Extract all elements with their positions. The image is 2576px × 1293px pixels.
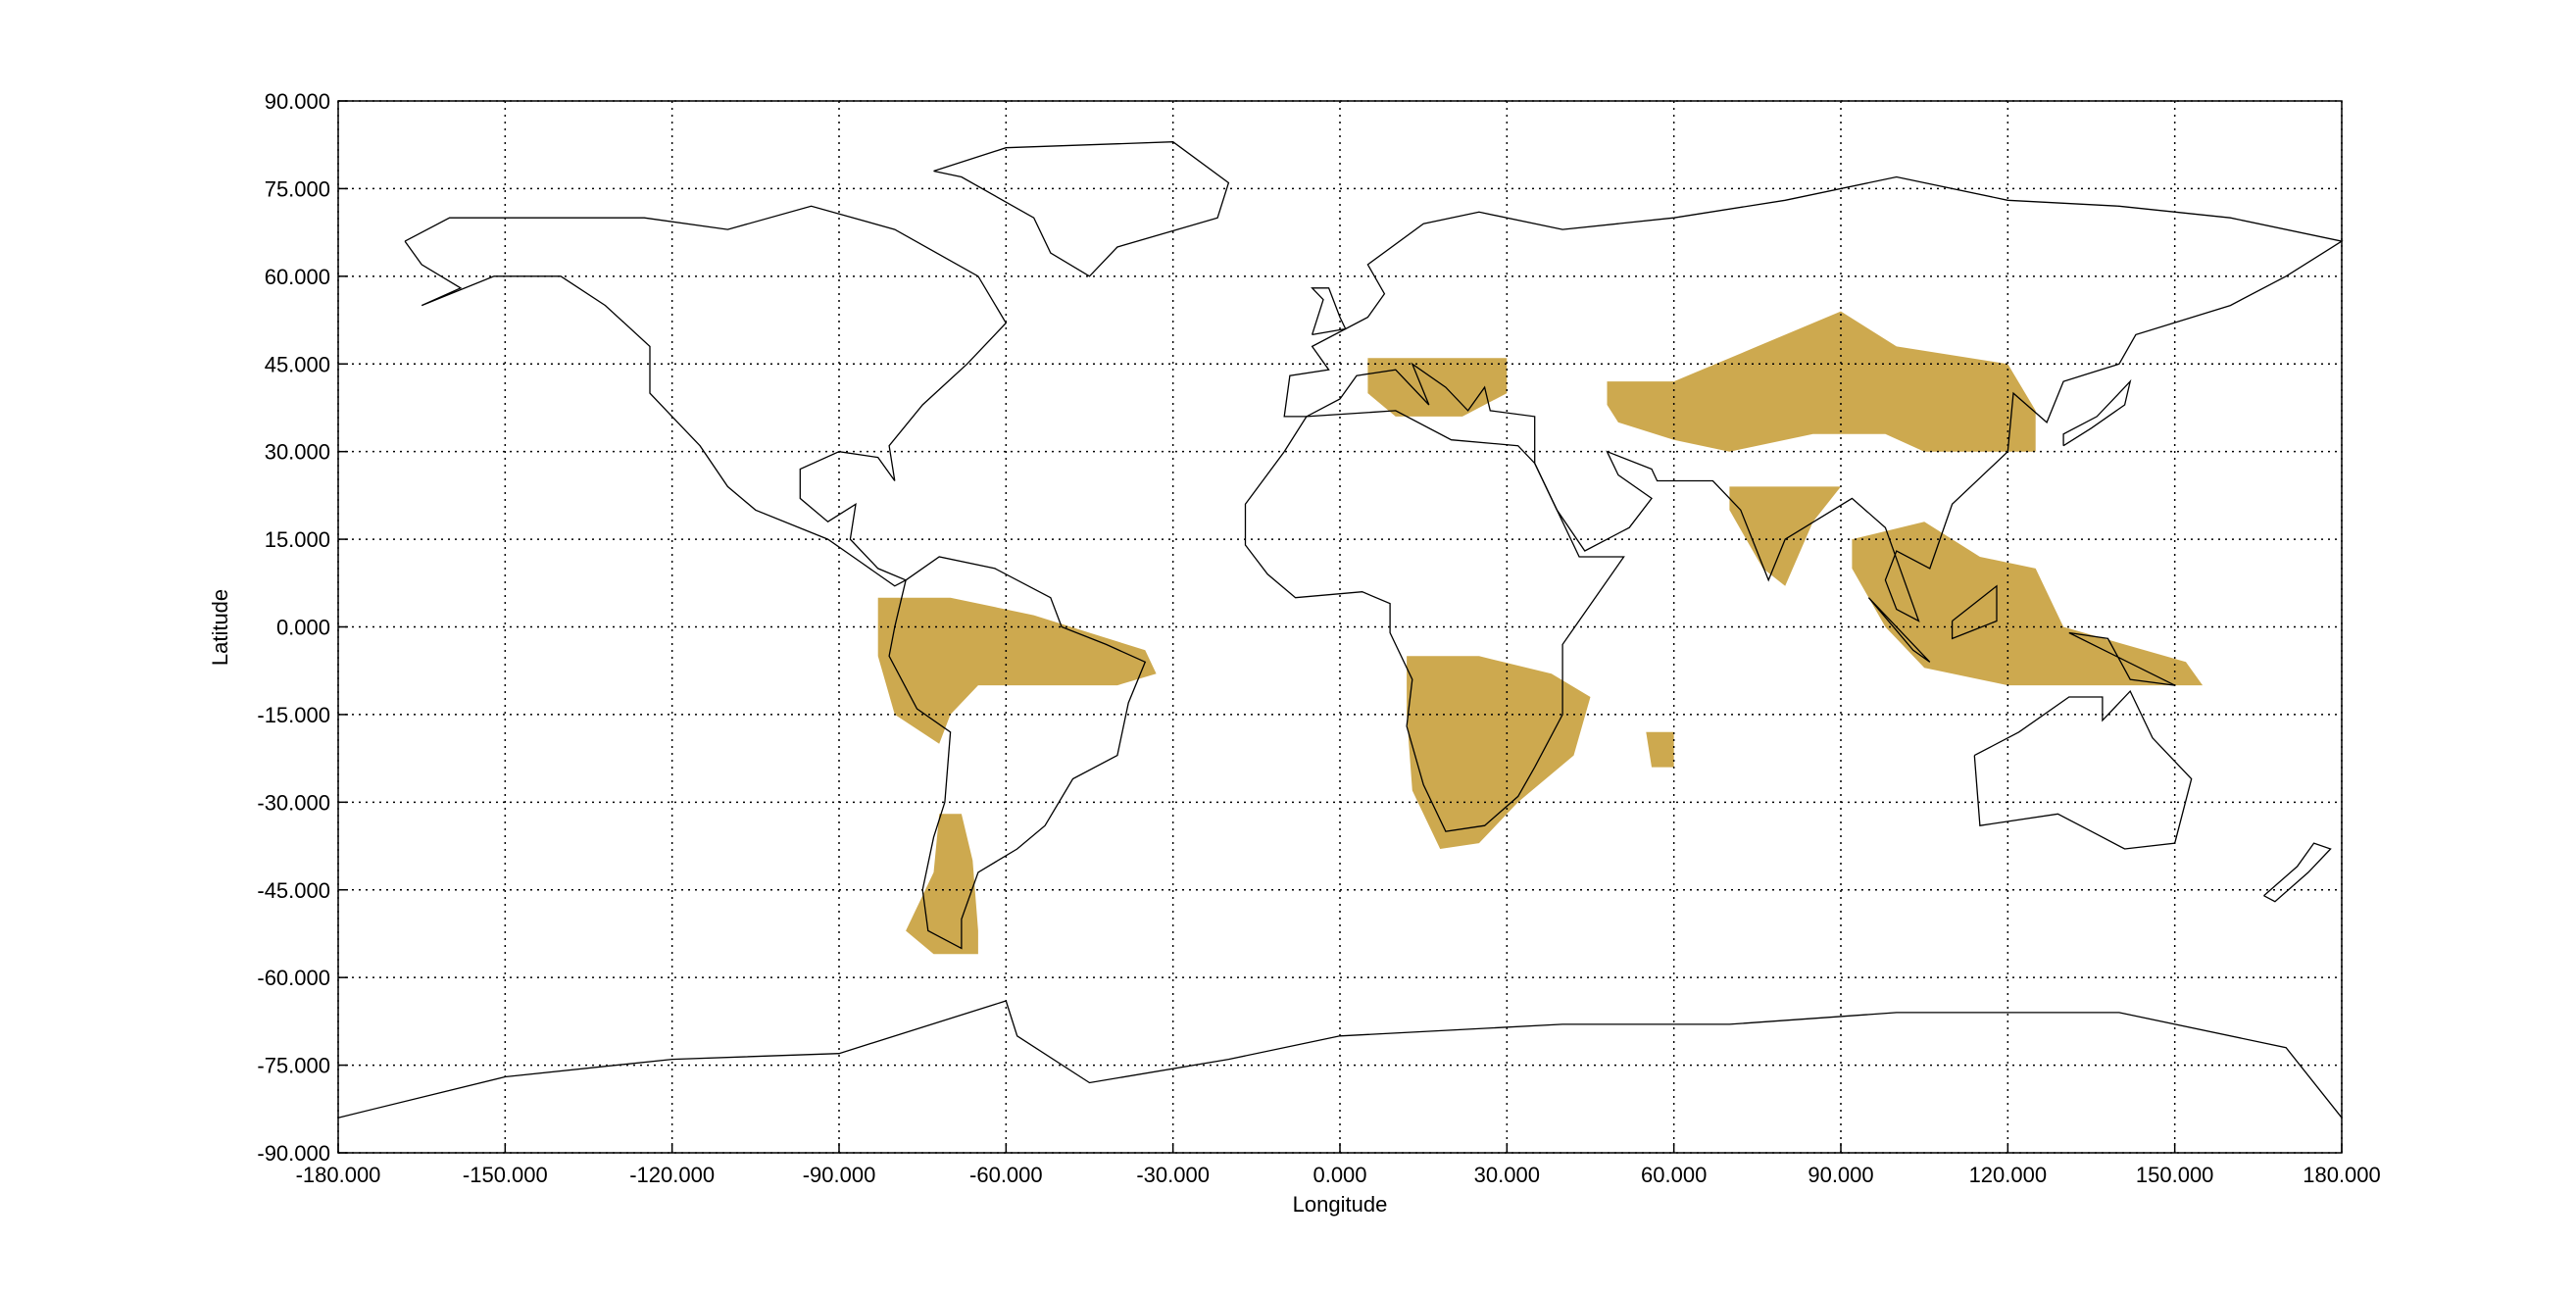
coverage-region: [1852, 522, 2204, 686]
y-tick-label: 30.000: [265, 440, 330, 465]
x-tick-label: 150.000: [2136, 1163, 2214, 1187]
coastline: [888, 556, 1147, 950]
coastline: [337, 1000, 2343, 1119]
x-tick-label: -60.000: [969, 1163, 1043, 1187]
x-tick-label: -90.000: [803, 1163, 876, 1187]
coastline: [1867, 597, 1931, 663]
x-tick-label: 120.000: [1969, 1163, 2048, 1187]
x-tick-label: 30.000: [1474, 1163, 1540, 1187]
coastline: [1244, 410, 1625, 832]
coastline: [2263, 842, 2332, 903]
coverage-region: [906, 814, 978, 955]
coverage-region: [1407, 656, 1591, 849]
y-axis-label: Latitude: [208, 589, 232, 666]
coastline: [1283, 175, 2344, 622]
x-tick-label: -180.000: [296, 1163, 381, 1187]
x-tick-label: -120.000: [629, 1163, 715, 1187]
x-tick-label: 0.000: [1313, 1163, 1366, 1187]
y-tick-label: -30.000: [257, 790, 330, 815]
y-tick-label: 45.000: [265, 352, 330, 376]
y-tick-label: -90.000: [257, 1141, 330, 1166]
y-tick-label: 60.000: [265, 265, 330, 289]
x-axis-label: Longitude: [1293, 1192, 1388, 1217]
coastline: [1951, 584, 1998, 640]
x-tick-label: -30.000: [1136, 1163, 1210, 1187]
y-tick-label: 90.000: [265, 89, 330, 114]
coverage-region: [1367, 358, 1508, 417]
y-tick-label: 0.000: [276, 616, 330, 640]
y-tick-label: -75.000: [257, 1054, 330, 1078]
y-tick-label: 15.000: [265, 527, 330, 552]
x-tick-label: -150.000: [463, 1163, 548, 1187]
coverage-region: [1646, 731, 1674, 768]
coastline: [933, 141, 1230, 277]
x-tick-label: 180.000: [2303, 1163, 2381, 1187]
y-tick-label: -60.000: [257, 966, 330, 990]
coastline: [2062, 378, 2132, 447]
coastline: [2068, 631, 2175, 686]
coastline: [404, 205, 1008, 587]
y-tick-label: -45.000: [257, 878, 330, 903]
y-tick-label: -15.000: [257, 703, 330, 727]
coastline: [1973, 689, 2193, 850]
coverage-region: [1729, 486, 1841, 586]
coverage-region: [1607, 311, 2036, 452]
plot-frame: [337, 100, 2343, 1154]
y-tick-label: 75.000: [265, 176, 330, 201]
x-tick-label: 60.000: [1641, 1163, 1707, 1187]
coverage-region: [877, 597, 1157, 744]
coastline: [1311, 287, 1347, 336]
x-tick-label: 90.000: [1808, 1163, 1873, 1187]
